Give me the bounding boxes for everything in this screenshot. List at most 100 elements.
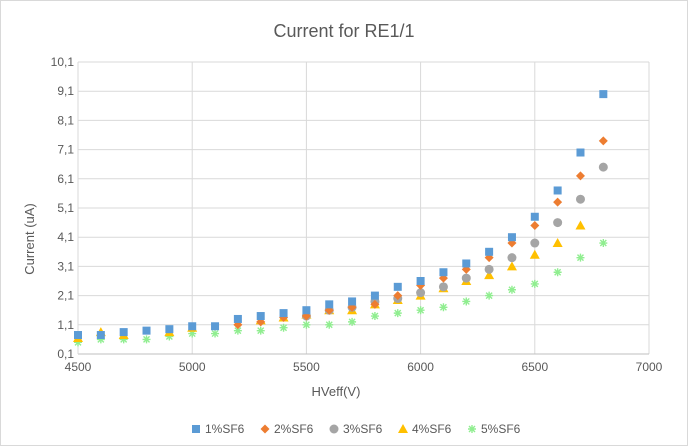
y-tick-label: 4,1	[57, 230, 74, 244]
data-point	[279, 309, 288, 318]
y-tick-label: 9,1	[57, 84, 74, 98]
data-point	[165, 325, 174, 334]
data-point	[507, 253, 517, 263]
data-point	[416, 288, 426, 298]
data-point	[484, 264, 494, 274]
y-tick-label: 6,1	[57, 172, 74, 186]
data-point	[302, 306, 311, 315]
data-point	[74, 338, 82, 347]
data-point	[530, 238, 540, 248]
data-point	[188, 322, 197, 331]
y-tick-label: 10,1	[51, 55, 75, 69]
data-point	[142, 326, 151, 335]
data-point	[530, 212, 539, 221]
data-point	[553, 218, 563, 228]
data-point	[302, 320, 311, 329]
data-point	[485, 247, 494, 256]
data-point	[484, 253, 494, 263]
data-point	[552, 238, 563, 248]
legend-marker-icon	[398, 424, 408, 433]
data-point	[506, 261, 517, 271]
x-tick-label: 7000	[636, 360, 663, 374]
x-tick-label: 5000	[179, 360, 206, 374]
legend-marker-icon	[329, 424, 339, 434]
data-point	[370, 299, 380, 309]
data-point	[370, 291, 379, 300]
legend-marker-icon	[192, 425, 200, 433]
legend-label: 1%SF6	[205, 422, 245, 436]
legend-label: 5%SF6	[481, 422, 521, 436]
x-axis-ticks: 4500 5000 5500 6000 6500 7000	[65, 360, 663, 374]
y-tick-label: 1,1	[57, 318, 74, 332]
series-3%SF6	[301, 162, 608, 321]
chart-title: Current for RE1/1	[273, 21, 414, 41]
data-point	[96, 335, 105, 344]
gridlines	[78, 61, 650, 354]
data-point	[279, 323, 288, 332]
data-point	[439, 268, 448, 277]
data-point	[119, 335, 128, 344]
data-point	[575, 220, 586, 230]
data-point	[325, 320, 334, 329]
data-point	[485, 291, 494, 300]
x-tick-label: 6500	[521, 360, 548, 374]
data-point	[576, 148, 585, 157]
series-1%SF6	[74, 90, 608, 340]
data-point	[119, 328, 128, 337]
x-tick-label: 6000	[407, 360, 434, 374]
data-point	[348, 317, 357, 326]
data-point	[507, 233, 516, 242]
data-point	[599, 90, 608, 99]
axes	[77, 62, 649, 355]
legend-label: 2%SF6	[274, 422, 314, 436]
legend-marker-icon	[260, 424, 270, 434]
data-point	[530, 279, 539, 288]
data-points	[73, 90, 608, 347]
data-point	[598, 162, 608, 172]
y-tick-label: 8,1	[57, 113, 74, 127]
data-point	[484, 270, 495, 280]
data-point	[393, 309, 402, 318]
data-point	[188, 329, 197, 338]
data-point	[530, 221, 540, 231]
data-point	[599, 239, 608, 248]
data-point	[325, 300, 334, 309]
x-axis-label: HVeff(V)	[312, 384, 361, 399]
data-point	[416, 277, 425, 285]
x-tick-label: 5500	[293, 360, 320, 374]
data-point	[348, 297, 357, 306]
data-point	[256, 312, 265, 321]
data-point	[233, 314, 242, 323]
data-point	[553, 268, 562, 277]
x-tick-label: 4500	[65, 360, 92, 374]
data-point	[393, 282, 402, 291]
data-point	[439, 303, 448, 312]
legend-item: 3%SF6	[329, 422, 383, 436]
data-point	[553, 197, 563, 207]
data-point	[529, 249, 540, 259]
legend-marker-icon	[468, 425, 476, 433]
data-point	[553, 186, 562, 195]
legend: 1%SF6 2%SF6 3%SF6 4%SF6 5%SF6	[192, 422, 521, 436]
y-tick-label: 2,1	[57, 289, 74, 303]
data-point	[575, 171, 585, 181]
series-5%SF6	[74, 239, 608, 347]
y-tick-label: 3,1	[57, 259, 74, 273]
legend-label: 4%SF6	[412, 422, 452, 436]
data-point	[507, 285, 516, 294]
y-tick-label: 5,1	[57, 201, 74, 215]
data-point	[462, 297, 471, 306]
legend-label: 3%SF6	[343, 422, 383, 436]
data-point	[74, 331, 82, 340]
data-point	[165, 332, 174, 341]
data-point	[393, 291, 403, 301]
legend-item: 1%SF6	[192, 422, 245, 436]
y-axis-label: Current (uA)	[22, 203, 37, 275]
legend-item: 2%SF6	[260, 422, 314, 436]
data-point	[438, 282, 448, 292]
y-tick-label: 7,1	[57, 143, 74, 157]
data-point	[462, 259, 471, 268]
data-point	[370, 312, 379, 321]
